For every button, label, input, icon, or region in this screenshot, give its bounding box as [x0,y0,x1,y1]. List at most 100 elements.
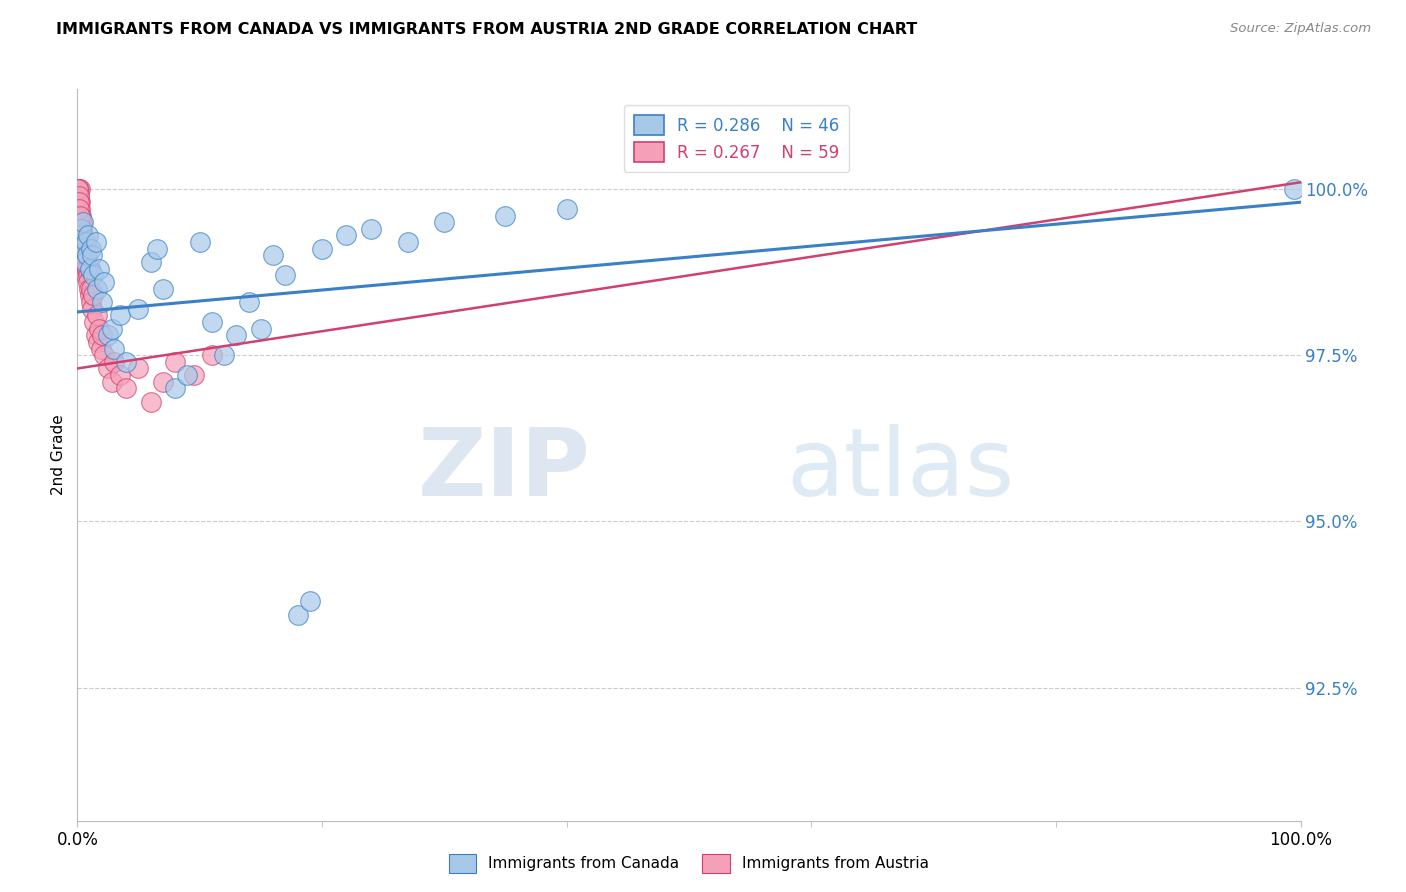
Point [298,594,321,608]
Point [287,607,309,622]
Point [84,328,107,343]
Point [76,248,98,262]
Point [77,228,100,243]
Point [335,228,357,243]
Point [152,375,174,389]
Point [75,235,97,249]
Point [80,248,103,262]
Point [69,202,91,216]
Point [73,255,96,269]
Point [66,182,89,196]
Point [77,282,100,296]
Point [72,242,94,256]
Point [67,182,90,196]
Point [555,202,578,216]
Point [103,355,125,369]
Point [79,261,101,276]
Text: atlas: atlas [787,424,1015,516]
Point [80,242,103,256]
Point [75,268,97,283]
Point [80,282,103,296]
Point [67,195,90,210]
Point [212,348,235,362]
Point [80,301,103,316]
Point [100,321,122,335]
Point [90,328,112,343]
Point [183,368,205,383]
Point [201,315,224,329]
Point [77,275,100,289]
Point [89,261,111,276]
Point [93,348,115,362]
Point [67,182,90,196]
Point [67,195,90,210]
Point [67,182,90,196]
Point [433,215,456,229]
Point [108,308,131,322]
Point [69,228,91,243]
Point [72,235,94,249]
Point [67,182,90,196]
Point [103,342,125,356]
Text: ZIP: ZIP [418,424,591,516]
Point [89,321,111,335]
Point [274,268,297,283]
Point [70,228,93,243]
Point [396,235,419,249]
Point [97,328,120,343]
Point [139,394,162,409]
Point [86,308,108,322]
Legend: Immigrants from Canada, Immigrants from Austria: Immigrants from Canada, Immigrants from … [443,848,935,879]
Point [90,295,112,310]
Point [93,275,115,289]
Point [146,242,169,256]
Point [82,268,104,283]
Point [72,228,94,243]
Point [73,255,96,269]
Point [97,361,120,376]
Point [69,195,91,210]
Point [76,248,98,262]
Point [76,268,98,283]
Point [100,375,122,389]
Point [67,202,90,216]
Y-axis label: 2nd Grade: 2nd Grade [51,415,66,495]
Point [84,235,107,249]
Point [1284,182,1306,196]
Point [83,315,105,329]
Point [495,209,517,223]
Point [188,235,211,249]
Point [176,368,198,383]
Point [69,215,91,229]
Point [76,261,98,276]
Point [87,334,110,349]
Point [165,381,187,395]
Text: Source: ZipAtlas.com: Source: ZipAtlas.com [1230,22,1371,36]
Point [75,261,97,276]
Point [86,282,108,296]
Point [225,328,247,343]
Point [262,248,284,262]
Point [311,242,333,256]
Point [152,282,174,296]
Point [90,342,112,356]
Point [82,288,104,302]
Point [72,235,94,249]
Point [70,242,93,256]
Point [67,188,90,202]
Point [67,188,90,202]
Point [79,288,101,302]
Point [250,321,273,335]
Point [70,209,93,223]
Point [139,255,162,269]
Point [127,301,149,316]
Point [69,182,91,196]
Point [69,209,91,223]
Point [69,209,91,223]
Point [115,355,138,369]
Point [201,348,224,362]
Point [79,261,101,276]
Point [108,368,131,383]
Point [70,222,93,236]
Point [72,215,94,229]
